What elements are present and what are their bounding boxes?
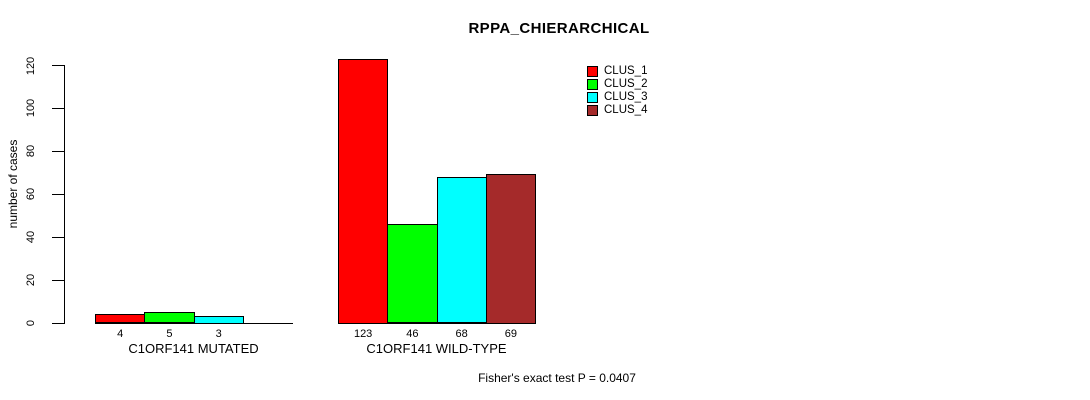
legend-label: CLUS_4 <box>604 104 648 116</box>
legend-swatch-clus-2 <box>587 79 598 90</box>
bar-clus_3-wild-type <box>436 176 487 324</box>
legend-label: CLUS_1 <box>604 65 648 77</box>
bar-clus_2-wild-type <box>387 223 438 324</box>
chart-title: RPPA_CHIERARCHICAL <box>468 20 650 37</box>
group-label: C1ORF141 WILD-TYPE <box>366 341 507 356</box>
y-tick-label: 60 <box>25 188 37 201</box>
bar-value-label: 4 <box>117 328 124 340</box>
legend-label: CLUS_2 <box>604 78 648 90</box>
y-axis-title: number of cases <box>6 139 20 229</box>
bar-value-label: 68 <box>455 328 468 340</box>
y-tick <box>52 236 65 238</box>
legend-row: CLUS_3 <box>587 91 647 104</box>
legend: CLUS_1 CLUS_2 CLUS_3 CLUS_4 <box>587 65 647 117</box>
legend-swatch-clus-3 <box>587 92 598 103</box>
legend-swatch-clus-4 <box>587 105 598 116</box>
bar-value-label: 5 <box>166 328 173 340</box>
y-tick <box>52 107 65 109</box>
y-tick <box>52 193 65 195</box>
bar-clus_2-mutated <box>144 311 195 324</box>
bar-clus_4-wild-type <box>485 174 536 324</box>
bar-value-label: 123 <box>353 328 373 340</box>
legend-swatch-clus-1 <box>587 66 598 77</box>
y-tick-label: 40 <box>25 231 37 244</box>
y-tick-label: 100 <box>25 99 37 118</box>
y-tick <box>52 322 65 324</box>
bar-value-label: 3 <box>215 328 222 340</box>
y-tick <box>52 150 65 152</box>
bar-value-label: 46 <box>406 328 419 340</box>
legend-label: CLUS_3 <box>604 91 648 103</box>
bar-clus_1-wild-type <box>338 58 389 324</box>
y-tick <box>52 279 65 281</box>
y-tick <box>52 65 65 66</box>
bar-value-label: 69 <box>504 328 517 340</box>
group-label: C1ORF141 MUTATED <box>128 341 259 356</box>
legend-row: CLUS_2 <box>587 78 647 91</box>
y-axis-line <box>64 65 65 324</box>
legend-row: CLUS_1 <box>587 65 647 78</box>
bar-clus_3-mutated <box>193 316 244 324</box>
y-tick-label: 20 <box>25 273 37 287</box>
y-tick-label: 120 <box>25 56 37 75</box>
y-tick-label: 80 <box>25 145 37 158</box>
y-tick-label: 0 <box>25 319 37 327</box>
legend-row: CLUS_4 <box>587 104 647 117</box>
fisher-test-annotation: Fisher's exact test P = 0.0407 <box>478 371 636 385</box>
bar-clus_1-mutated <box>95 313 146 324</box>
